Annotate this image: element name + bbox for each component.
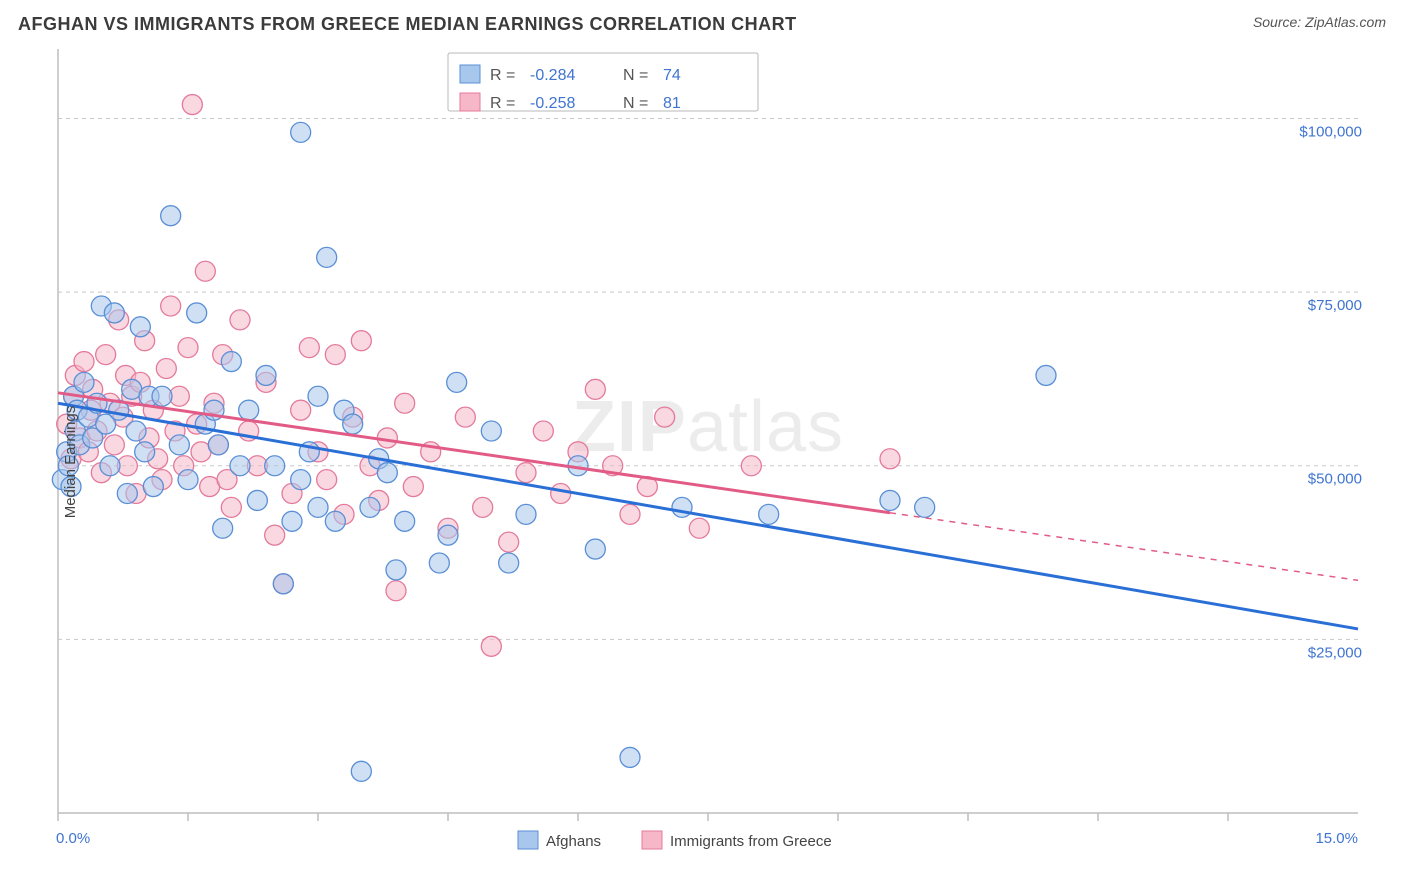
svg-text:-0.258: -0.258 [530,95,575,112]
svg-text:R =: R = [490,67,515,84]
svg-text:N =: N = [623,67,648,84]
series-Immigrants from Greece [57,95,900,657]
source-name: ZipAtlas.com [1305,14,1386,30]
svg-text:Afghans: Afghans [546,833,601,850]
svg-text:Immigrants from Greece: Immigrants from Greece [670,833,832,850]
svg-text:N =: N = [623,95,648,112]
svg-text:74: 74 [663,67,681,84]
chart-title: AFGHAN VS IMMIGRANTS FROM GREECE MEDIAN … [18,14,797,35]
scatter-chart: $25,000 $50,000 $75,000 $100,000 0.0% 15.0% ZI… [18,43,1386,881]
chart-area: Median Earnings $25,000 $50,000 $75,000 $10… [18,43,1386,881]
y-axis-label: Median Earnings [62,406,79,519]
svg-text:0.0%: 0.0% [56,830,90,847]
chart-header: AFGHAN VS IMMIGRANTS FROM GREECE MEDIAN … [0,0,1406,39]
svg-text:$100,000: $100,000 [1299,123,1362,140]
svg-text:-0.284: -0.284 [530,67,575,84]
svg-text:ZIPatlas: ZIPatlas [572,387,844,467]
source-prefix: Source: [1253,14,1305,30]
svg-text:$25,000: $25,000 [1308,644,1362,661]
svg-text:$75,000: $75,000 [1308,297,1362,314]
svg-text:$50,000: $50,000 [1308,471,1362,488]
svg-text:15.0%: 15.0% [1315,830,1358,847]
source-attribution: Source: ZipAtlas.com [1253,14,1386,30]
svg-text:81: 81 [663,95,681,112]
svg-text:R =: R = [490,95,515,112]
